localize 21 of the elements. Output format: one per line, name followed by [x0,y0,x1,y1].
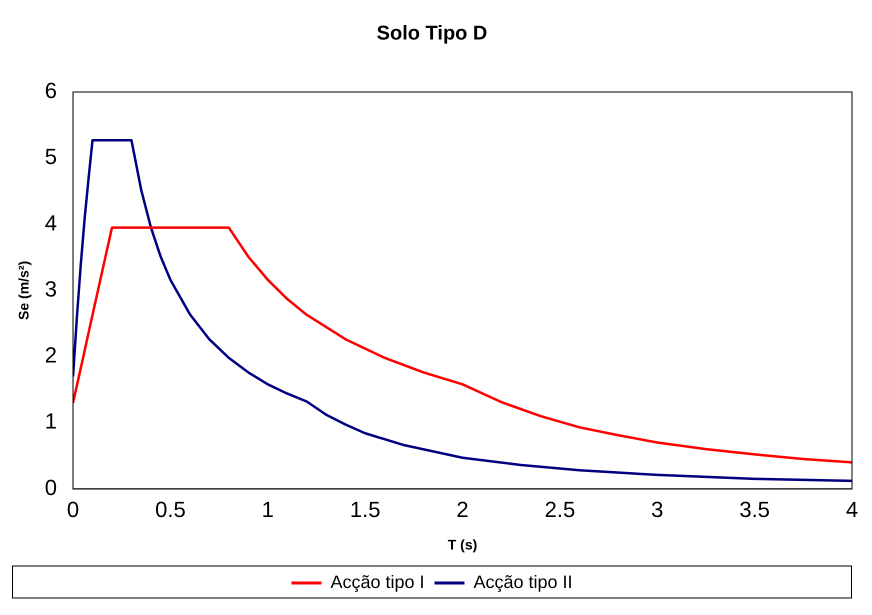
y-tick-label: 3 [44,276,58,302]
x-tick-label: 0 [66,497,80,522]
x-tick-label: 1.5 [350,497,380,522]
chart-title: Solo Tipo D [376,22,488,45]
x-tick-label: 3 [651,497,664,522]
legend-label: Acção tipo II [474,572,573,592]
y-tick-label: 2 [44,342,58,368]
x-tick-label: 3.5 [739,497,770,522]
y-tick-label: 0 [44,474,58,500]
y-tick-label: 4 [44,210,58,236]
x-tick-label: 2 [456,497,469,522]
x-tick-label: 4 [846,497,858,522]
y-tick-label: 1 [44,408,58,434]
x-axis-title: T (s) [448,536,478,552]
legend-label: Acção tipo I [330,572,425,592]
y-tick-label: 6 [44,78,58,104]
x-tick-label: 2.5 [544,497,576,522]
y-tick-label: 5 [44,144,58,170]
x-tick-label: 1 [262,497,274,522]
y-axis-title: Se (m/s²) [15,260,32,320]
x-tick-label: 0.5 [155,497,186,522]
